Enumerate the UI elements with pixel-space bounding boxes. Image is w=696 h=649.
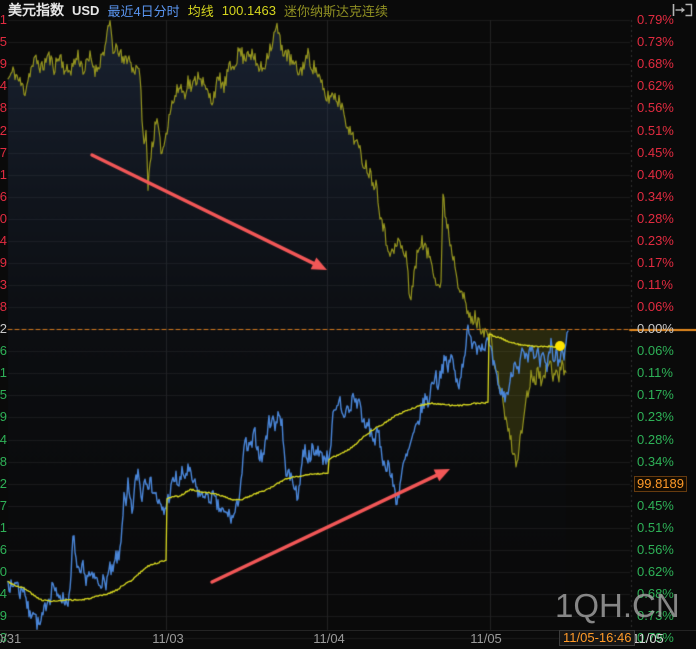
symbol-name: 美元指数 <box>8 2 64 18</box>
panel-expand-icon[interactable] <box>672 3 693 17</box>
current-time-tag: 11/05-16:46 <box>559 630 636 646</box>
site-watermark: 1QH.CN <box>555 587 680 624</box>
chart-header: 美元指数 USD 最近4日分时 均线 100.1463 迷你纳斯达克连续 <box>8 0 388 20</box>
x-axis-divider <box>0 630 696 631</box>
ma-label: 均线 <box>187 3 214 19</box>
symbol-currency: USD <box>72 2 100 18</box>
ma-value: 100.1463 <box>221 2 276 18</box>
compare-symbol-selector[interactable]: 迷你纳斯达克连续 <box>283 3 388 19</box>
last-price-tag: 99.8189 <box>634 475 687 492</box>
period-mode-selector[interactable]: 最近4日分时 <box>107 3 180 19</box>
